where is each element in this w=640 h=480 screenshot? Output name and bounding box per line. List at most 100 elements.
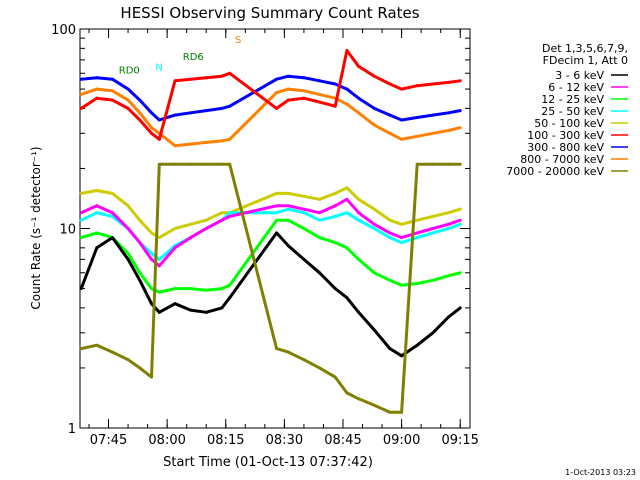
series-point <box>447 162 451 166</box>
series-line <box>80 87 461 148</box>
series-point <box>220 306 224 310</box>
series-line <box>79 231 462 358</box>
series-point <box>302 89 306 93</box>
series-point <box>372 328 376 332</box>
series-point <box>400 87 404 91</box>
series-point <box>204 140 208 144</box>
series-point <box>318 218 322 222</box>
series-point <box>95 96 99 100</box>
series-point <box>126 98 130 102</box>
series-point <box>126 257 130 261</box>
series-point <box>333 191 337 195</box>
series-point <box>400 354 404 358</box>
series-point <box>150 131 154 135</box>
series-point <box>110 214 114 218</box>
series-point <box>204 218 208 222</box>
series-point <box>138 118 142 122</box>
series-point <box>110 236 114 240</box>
x-tick-label: 09:00 <box>383 433 420 448</box>
series-point <box>372 74 376 78</box>
series-point <box>400 137 404 141</box>
series-point <box>318 79 322 83</box>
plot-area: 1 10 100 07:45 08:00 08:15 08:30 08:45 09:00 09:1… <box>51 23 479 448</box>
series-point <box>95 204 99 208</box>
series-point <box>458 306 462 310</box>
series-point <box>126 251 130 255</box>
series-point <box>189 287 193 291</box>
series-point <box>157 137 161 141</box>
series-point <box>431 82 435 86</box>
series-point <box>189 111 193 115</box>
legend: Det 1,3,5,6,7,9,FDecim 1, Att 0 3 - 6 keV… <box>506 42 628 178</box>
y-axis-label-group: Count Rate (s⁻¹ detector⁻¹) <box>29 146 43 309</box>
series-point <box>157 310 161 314</box>
y-tick-label: 100 <box>51 23 76 38</box>
series-point <box>275 204 279 208</box>
legend-entry-label: 300 - 800 keV <box>527 141 604 154</box>
series-point <box>220 106 224 110</box>
series-point <box>173 227 177 230</box>
series-point <box>79 211 83 215</box>
y-tick-label: 10 <box>59 223 76 238</box>
series-point <box>110 77 114 81</box>
series-line <box>80 162 461 414</box>
series-point <box>157 118 161 122</box>
series-point <box>415 282 419 286</box>
series-point <box>415 218 419 222</box>
series-point <box>357 310 361 314</box>
series-point <box>447 211 451 215</box>
series-point <box>228 211 232 215</box>
annotation-label: RD6 <box>183 52 204 63</box>
series-point <box>275 77 279 81</box>
series-point <box>458 162 462 166</box>
series-point <box>447 227 451 230</box>
x-tick-label: 08:30 <box>266 433 303 448</box>
series-point <box>447 274 451 278</box>
series-point <box>415 236 419 240</box>
series-point <box>150 375 154 379</box>
series-point <box>388 347 392 351</box>
x-axis-label: Start Time (01-Oct-13 07:37:42) <box>163 455 373 470</box>
x-tick-label: 08:15 <box>207 433 244 448</box>
series-point <box>79 191 83 195</box>
series-point <box>95 211 99 215</box>
series-point <box>95 189 99 193</box>
series-point <box>318 211 322 215</box>
series-line <box>80 197 461 268</box>
series-point <box>79 77 83 81</box>
series-point <box>138 278 142 282</box>
series-point <box>220 211 224 215</box>
series-point <box>204 162 208 166</box>
series-point <box>431 227 435 230</box>
series-point <box>126 204 130 208</box>
series-point <box>79 287 83 291</box>
series-point <box>228 137 232 141</box>
series-point <box>388 113 392 117</box>
series-point <box>357 64 361 68</box>
series-point <box>189 308 193 312</box>
series-point <box>372 271 376 275</box>
series-point <box>220 218 224 222</box>
series-point <box>388 218 392 222</box>
legend-entry-label: 6 - 12 keV <box>548 81 604 94</box>
series-point <box>173 302 177 306</box>
series-point <box>415 116 419 120</box>
series-point <box>95 246 99 250</box>
series-point <box>388 131 392 135</box>
series-point <box>150 257 154 261</box>
series-point <box>138 271 142 275</box>
series-point <box>333 82 337 86</box>
series-point <box>150 302 154 306</box>
series-point <box>345 211 349 215</box>
series-line <box>81 74 461 122</box>
series-point <box>431 331 435 335</box>
series-point <box>318 197 322 201</box>
series-point <box>275 91 279 95</box>
y-tick-label: 1 <box>68 422 76 437</box>
legend-header: Det 1,3,5,6,7,9, <box>542 42 628 55</box>
series-point <box>228 283 232 287</box>
series-point <box>458 109 462 113</box>
series-point <box>333 214 337 218</box>
series-point <box>345 391 349 395</box>
